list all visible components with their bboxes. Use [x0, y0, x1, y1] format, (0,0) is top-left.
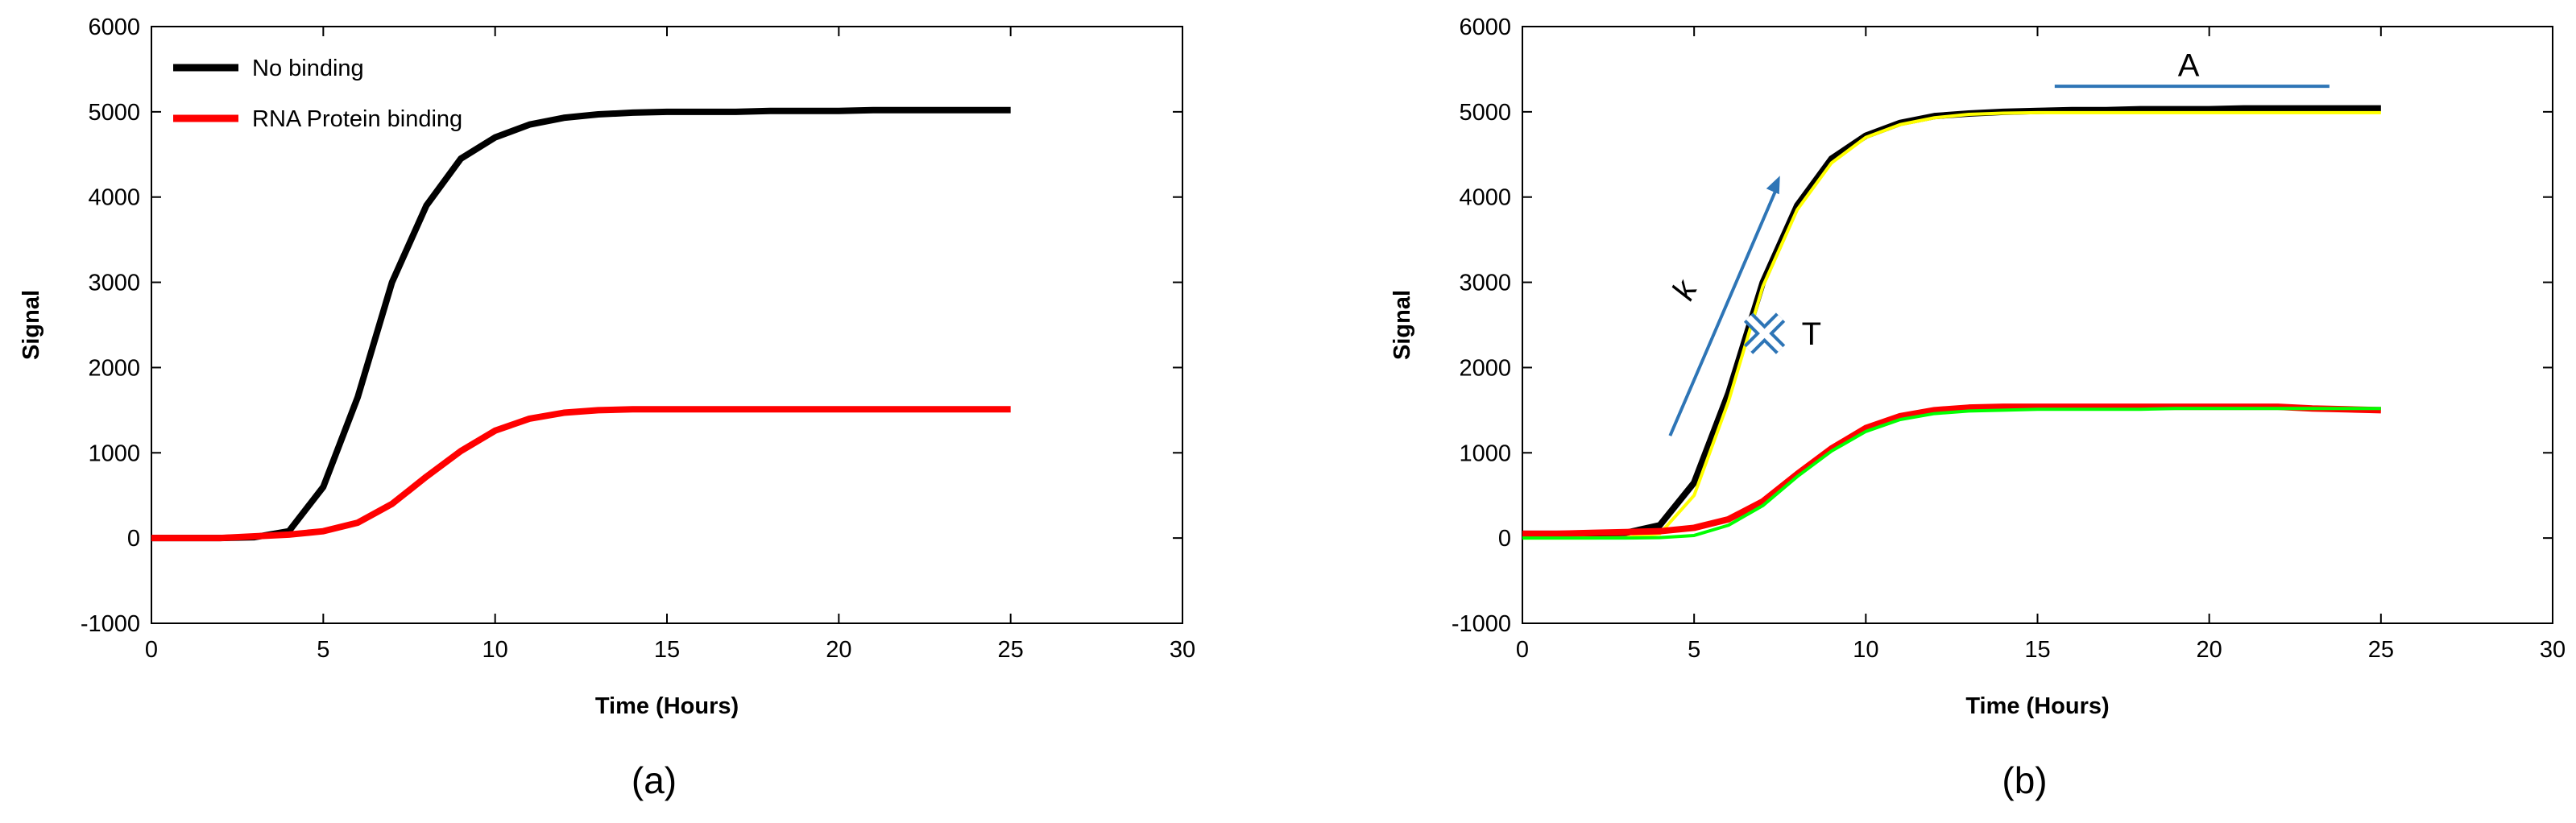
x-tick-label: 25: [998, 637, 1024, 663]
y-tick-label: 0: [1498, 526, 1511, 552]
midpoint-marker-inner: [1746, 315, 1783, 352]
x-tick-label: 0: [145, 637, 158, 663]
data-line: [1522, 110, 2381, 540]
x-tick-label: 25: [2368, 637, 2394, 663]
annotation: A: [2178, 48, 2200, 83]
data-line: [151, 406, 1011, 542]
x-tick-label: 15: [654, 637, 680, 663]
y-tick-label: 4000: [88, 185, 140, 211]
data-line: [1522, 407, 2381, 540]
y-tick-label: -1000: [81, 611, 140, 637]
y-tick-label: 0: [127, 526, 140, 552]
rate-arrowhead: [1766, 176, 1780, 195]
data-line: [1522, 403, 2381, 537]
x-axis-title: Time (Hours): [595, 693, 739, 719]
x-tick-label: 15: [2024, 637, 2050, 663]
x-tick-label: 30: [2540, 637, 2566, 663]
y-tick-label: 3000: [88, 271, 140, 296]
x-tick-label: 5: [1688, 637, 1700, 663]
panel-caption: (a): [632, 759, 677, 801]
y-tick-label: 5000: [88, 100, 140, 126]
legend-label: No binding: [252, 56, 364, 81]
x-tick-label: 10: [1853, 637, 1878, 663]
data-line: [1522, 105, 2381, 537]
y-tick-label: 3000: [1459, 271, 1511, 296]
y-axis-title: Signal: [1389, 290, 1415, 360]
panel-caption: (b): [2002, 759, 2047, 801]
y-tick-label: 2000: [88, 355, 140, 381]
y-tick-label: 2000: [1459, 355, 1511, 381]
plot-frame: [1522, 26, 2553, 624]
data-line: [151, 106, 1011, 542]
x-tick-label: 10: [482, 637, 508, 663]
y-tick-label: 6000: [88, 14, 140, 40]
annotation: T: [1802, 316, 1821, 352]
rate-arrow: [1668, 188, 1779, 436]
y-tick-label: 6000: [1459, 14, 1511, 40]
legend-label: RNA Protein binding: [252, 106, 462, 132]
y-axis-title: Signal: [19, 290, 44, 360]
x-tick-label: 30: [1170, 637, 1195, 663]
x-axis-title: Time (Hours): [1965, 693, 2109, 719]
x-tick-label: 5: [317, 637, 329, 663]
x-tick-label: 20: [826, 637, 851, 663]
x-tick-label: 0: [1516, 637, 1529, 663]
y-tick-label: -1000: [1452, 611, 1511, 637]
annotation: k: [1665, 274, 1704, 306]
y-tick-label: 4000: [1459, 185, 1511, 211]
y-tick-label: 5000: [1459, 100, 1511, 126]
x-tick-label: 20: [2197, 637, 2222, 663]
y-tick-label: 1000: [88, 440, 140, 466]
y-tick-label: 1000: [1459, 440, 1511, 466]
